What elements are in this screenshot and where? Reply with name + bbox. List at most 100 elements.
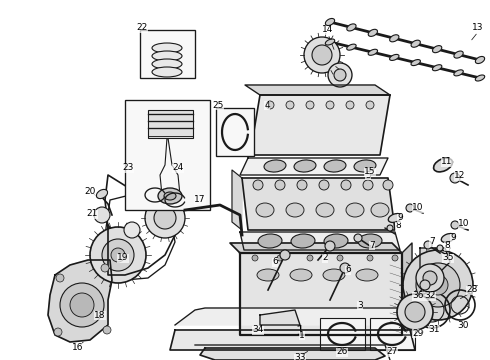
Circle shape — [387, 225, 393, 231]
Circle shape — [102, 239, 134, 271]
Text: 21: 21 — [86, 210, 98, 219]
Circle shape — [304, 37, 340, 73]
Circle shape — [325, 241, 335, 251]
Polygon shape — [245, 85, 390, 95]
Circle shape — [312, 45, 332, 65]
Circle shape — [424, 241, 432, 249]
Ellipse shape — [323, 269, 345, 281]
Circle shape — [111, 248, 125, 262]
Text: 17: 17 — [194, 195, 206, 204]
Ellipse shape — [291, 234, 315, 248]
Text: 8: 8 — [395, 221, 401, 230]
Circle shape — [340, 263, 350, 273]
Circle shape — [423, 271, 437, 285]
Circle shape — [354, 234, 362, 242]
Bar — [320, 318, 365, 350]
Text: 26: 26 — [336, 347, 348, 356]
Circle shape — [307, 255, 313, 261]
Ellipse shape — [152, 43, 182, 53]
Ellipse shape — [347, 44, 356, 50]
Circle shape — [266, 101, 274, 109]
Polygon shape — [160, 138, 180, 198]
Ellipse shape — [368, 29, 377, 36]
Circle shape — [103, 326, 111, 334]
Circle shape — [60, 283, 104, 327]
Circle shape — [319, 180, 329, 190]
Text: 10: 10 — [458, 220, 470, 229]
Ellipse shape — [158, 188, 182, 204]
Circle shape — [366, 101, 374, 109]
Ellipse shape — [346, 203, 364, 217]
Ellipse shape — [290, 269, 312, 281]
Polygon shape — [402, 243, 412, 335]
Text: 2: 2 — [322, 253, 328, 262]
Text: 18: 18 — [94, 310, 106, 320]
Ellipse shape — [257, 269, 279, 281]
Ellipse shape — [371, 203, 389, 217]
Text: 30: 30 — [457, 320, 469, 329]
Text: 10: 10 — [412, 203, 424, 212]
Ellipse shape — [152, 67, 182, 77]
Text: 6: 6 — [345, 266, 351, 274]
Ellipse shape — [434, 158, 452, 172]
Circle shape — [328, 63, 352, 87]
Ellipse shape — [388, 213, 402, 222]
Circle shape — [392, 255, 398, 261]
Circle shape — [90, 227, 146, 283]
Bar — [370, 318, 415, 350]
Ellipse shape — [316, 203, 334, 217]
Polygon shape — [232, 170, 242, 230]
Circle shape — [286, 101, 294, 109]
Text: 33: 33 — [294, 354, 306, 360]
Polygon shape — [240, 232, 400, 250]
Text: 1: 1 — [295, 324, 304, 338]
Circle shape — [367, 255, 373, 261]
Circle shape — [420, 280, 430, 290]
Ellipse shape — [433, 65, 442, 71]
Ellipse shape — [324, 234, 348, 248]
Polygon shape — [230, 243, 402, 253]
Bar — [216, 108, 254, 156]
Circle shape — [252, 255, 258, 261]
Text: 15: 15 — [364, 167, 376, 176]
Text: 24: 24 — [172, 163, 184, 172]
Text: 6: 6 — [272, 257, 278, 266]
Circle shape — [70, 293, 94, 317]
Circle shape — [277, 255, 283, 261]
Polygon shape — [260, 310, 300, 325]
Text: 13: 13 — [472, 23, 484, 32]
Ellipse shape — [390, 54, 399, 60]
Circle shape — [54, 328, 62, 336]
Text: 22: 22 — [136, 23, 147, 32]
Circle shape — [101, 264, 109, 272]
Text: 5: 5 — [365, 171, 371, 180]
Text: 32: 32 — [424, 292, 436, 301]
Circle shape — [406, 204, 414, 212]
Polygon shape — [420, 248, 450, 272]
Text: 3: 3 — [357, 301, 363, 310]
Circle shape — [94, 207, 110, 223]
Text: 29: 29 — [412, 328, 424, 338]
Polygon shape — [48, 260, 112, 342]
Circle shape — [437, 245, 443, 251]
Circle shape — [154, 207, 176, 229]
Circle shape — [397, 294, 433, 330]
Circle shape — [145, 198, 185, 238]
Text: 28: 28 — [466, 285, 478, 294]
Ellipse shape — [411, 59, 420, 66]
Ellipse shape — [368, 49, 378, 55]
Polygon shape — [170, 330, 415, 350]
Text: 36: 36 — [412, 292, 424, 301]
Text: 8: 8 — [444, 242, 450, 251]
Ellipse shape — [325, 18, 335, 26]
Circle shape — [416, 263, 460, 307]
Ellipse shape — [390, 35, 399, 42]
Circle shape — [450, 173, 460, 183]
Polygon shape — [250, 95, 390, 155]
Ellipse shape — [325, 39, 335, 45]
Circle shape — [383, 180, 393, 190]
Ellipse shape — [97, 189, 108, 199]
Ellipse shape — [356, 269, 378, 281]
Ellipse shape — [324, 160, 346, 172]
Circle shape — [56, 274, 64, 282]
